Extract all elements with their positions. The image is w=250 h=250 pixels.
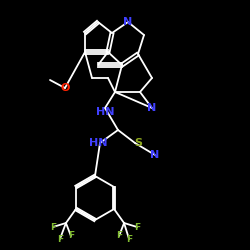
Text: N: N — [148, 103, 156, 113]
Text: F: F — [57, 234, 63, 244]
Text: HN: HN — [89, 138, 107, 148]
Text: F: F — [68, 232, 74, 240]
Text: S: S — [134, 138, 142, 148]
Text: N: N — [150, 150, 160, 160]
Text: HN: HN — [96, 107, 114, 117]
Text: N: N — [124, 17, 132, 27]
Text: F: F — [134, 222, 140, 232]
Text: F: F — [116, 232, 122, 240]
Text: F: F — [126, 234, 132, 244]
Text: O: O — [60, 83, 70, 93]
Text: F: F — [50, 222, 56, 232]
